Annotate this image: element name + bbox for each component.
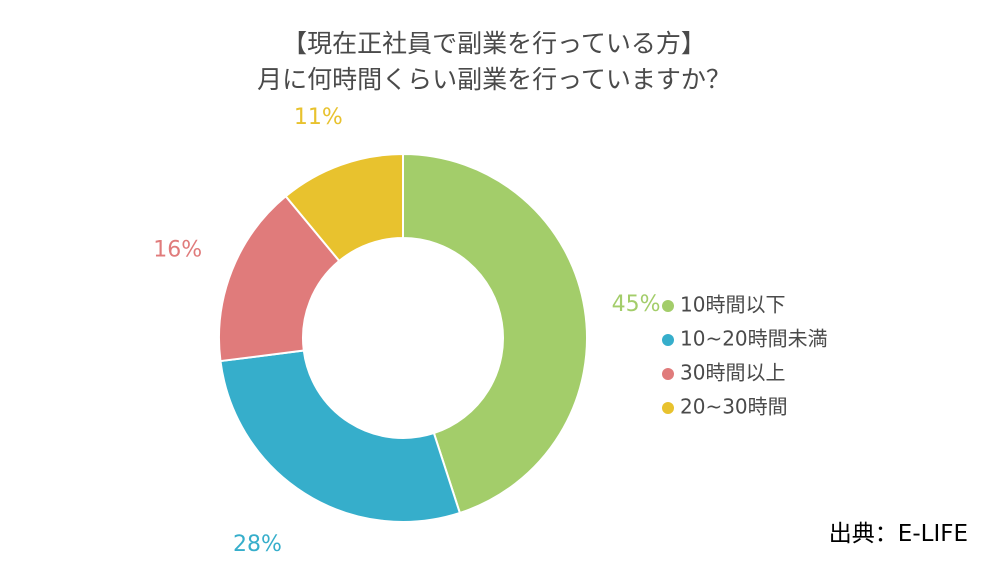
chart-title-line-2: 月に何時間くらい副業を行っていますか？ <box>257 65 731 94</box>
legend-label-0: 10時間以下 <box>680 293 785 317</box>
chart-title: 【現在正社員で副業を行っている方】 月に何時間くらい副業を行っていますか？ <box>0 26 988 98</box>
slice-labels: 45% 28% 16% 11% <box>153 105 660 557</box>
slice-label-3: 11% <box>294 105 343 130</box>
slice-label-0: 45% <box>612 292 661 317</box>
donut-slices <box>218 152 588 523</box>
slice-0 <box>402 152 588 515</box>
legend-label-1: 10~20時間未満 <box>680 327 828 351</box>
slice-3 <box>284 152 404 263</box>
chart-title-line-1: 【現在正社員で副業を行っている方】 <box>282 29 706 58</box>
legend-marker-1 <box>662 334 674 346</box>
slice-label-2: 16% <box>153 237 202 262</box>
legend-label-2: 30時間以上 <box>680 361 785 385</box>
legend-marker-2 <box>662 368 674 380</box>
legend-marker-0 <box>662 300 674 312</box>
source-credit: 出典：E-LIFE <box>828 521 968 547</box>
slice-label-1: 28% <box>233 532 282 557</box>
slice-1 <box>219 349 462 523</box>
legend-label-3: 20~30時間 <box>680 395 788 419</box>
legend: 10時間以下 10~20時間未満 30時間以上 20~30時間 <box>662 293 828 419</box>
legend-marker-3 <box>662 402 674 414</box>
